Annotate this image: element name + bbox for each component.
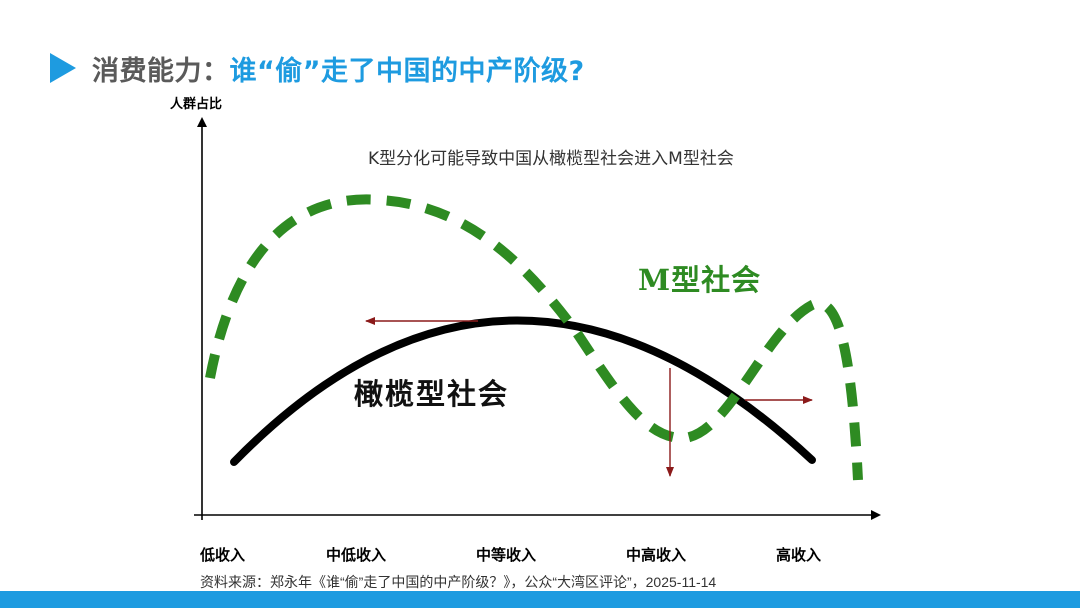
- diagram-title: K型分化可能导致中国从橄榄型社会进入M型社会: [368, 149, 734, 169]
- bottom-accent-bar: [0, 591, 1080, 608]
- y-axis-label: 人群占比: [170, 96, 222, 112]
- olive-society-curve: [230, 316, 816, 466]
- x-category-middle: 中等收入: [476, 546, 536, 564]
- olive-society-label: 橄榄型社会: [354, 377, 509, 411]
- play-triangle-icon: [50, 53, 76, 83]
- m-society-curve: [205, 194, 863, 481]
- x-category-high: 高收入: [776, 546, 821, 564]
- x-category-lower-middle: 中低收入: [326, 546, 386, 564]
- x-category-upper-middle: 中高收入: [626, 546, 686, 564]
- source-note: 资料来源：郑永年《谁“偷”走了中国的中产阶级？》，公众“大湾区评论”，2025-…: [200, 574, 717, 590]
- m-society-label: M型社会: [638, 263, 761, 297]
- page-title-text: 消费能力：谁“偷”走了中国的中产阶级?: [92, 49, 585, 88]
- x-category-low: 低收入: [199, 546, 245, 564]
- page-title-prefix: 消费能力：: [92, 55, 230, 87]
- page-title-main: 谁“偷”走了中国的中产阶级?: [229, 55, 585, 87]
- page-title: 消费能力：谁“偷”走了中国的中产阶级?: [50, 48, 585, 88]
